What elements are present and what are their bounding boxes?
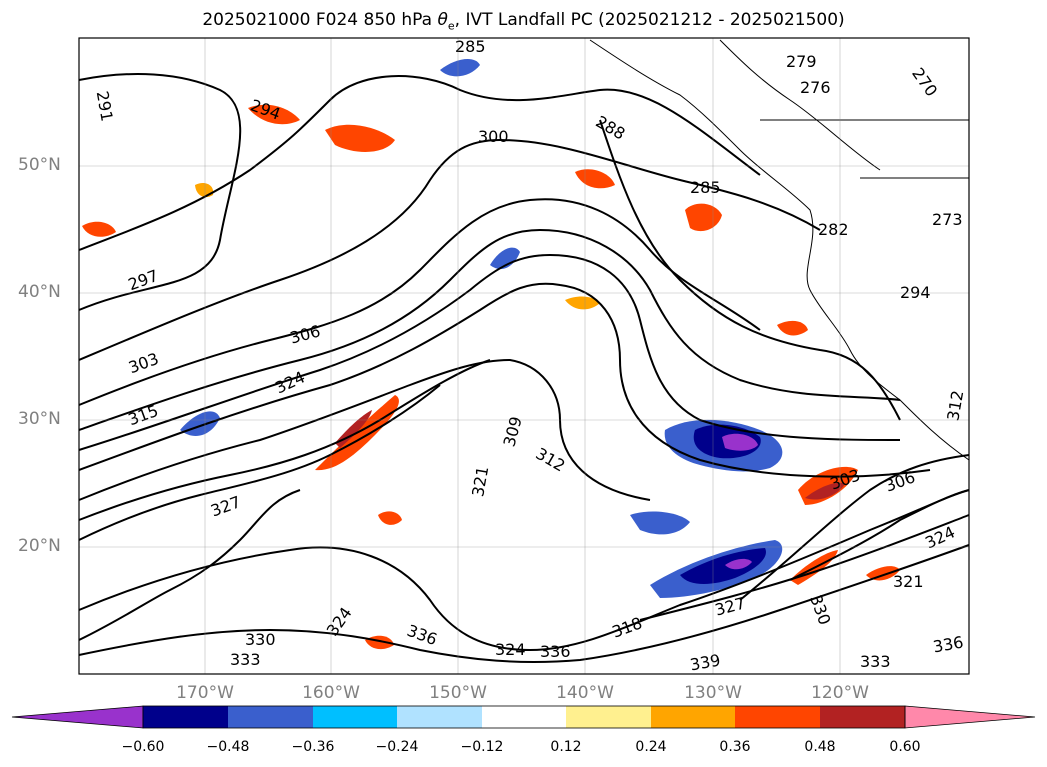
colorbar-tick-label: 0.60: [889, 739, 921, 755]
gridlines: [79, 38, 969, 674]
contour-label: 276: [800, 78, 831, 97]
colorbar-segment: [820, 706, 905, 728]
colorbar-low-extend: [11, 705, 144, 729]
colorbar-tick-label: −0.36: [291, 739, 335, 755]
lon-label: 130°W: [684, 683, 742, 703]
colorbar-tick-label: −0.60: [121, 739, 165, 755]
shade-blue-patch: [490, 247, 520, 270]
colorbar-segment: [228, 706, 313, 728]
contour-label: 324: [495, 640, 526, 659]
shade-purple-patch: [725, 558, 752, 570]
colorbar-segment: [397, 706, 482, 728]
colorbar-high-extend: [904, 705, 1036, 729]
shade-yellow-patch: [565, 296, 600, 310]
contour-label: 300: [478, 127, 509, 146]
colorbar-segment: [566, 706, 651, 728]
contour-label: 294: [900, 283, 931, 302]
colorbar-segment: [313, 706, 397, 728]
shade-orange-patch: [777, 320, 808, 336]
contour-label: 336: [540, 642, 571, 661]
shade-blue-patch: [630, 511, 690, 535]
lat-label: 40°N: [18, 282, 61, 302]
colorbar-segment: [482, 706, 566, 728]
lat-label: 50°N: [18, 155, 61, 175]
lat-label: 20°N: [18, 536, 61, 556]
contour-label: 285: [455, 37, 486, 56]
colorbar-tick-label: −0.24: [375, 739, 419, 755]
shade-orange-patch: [866, 566, 900, 581]
plot-title: 2025021000 F024 850 hPa θe, IVT Landfall…: [202, 10, 845, 33]
contour-label: 333: [230, 650, 261, 669]
contour-label: 273: [932, 210, 963, 229]
contour-label: 285: [690, 178, 721, 197]
colorbar-tick-label: 0.48: [804, 739, 836, 755]
contour-label: 330: [245, 630, 276, 649]
contour-label: 321: [893, 572, 924, 591]
colorbar-tick-label: 0.36: [719, 739, 751, 755]
colorbar-tick-label: −0.12: [460, 739, 504, 755]
lat-label: 30°N: [18, 409, 61, 429]
colorbar-tick-label: 0.24: [635, 739, 667, 755]
shade-blue-patch: [440, 58, 480, 77]
shade-orange-patch: [378, 511, 402, 525]
lon-label: 120°W: [811, 683, 869, 703]
shade-orange-patch: [325, 124, 395, 152]
shade-orange-patch: [248, 104, 300, 125]
colorbar-segment: [651, 706, 735, 728]
theta-e-contours: [78, 73, 970, 663]
colorbar-segment: [143, 706, 228, 728]
lon-label: 150°W: [429, 683, 487, 703]
map-frame: [78, 37, 970, 675]
colorbar-segment: [735, 706, 820, 728]
coastlines: [589, 39, 970, 461]
contour-label: 333: [860, 652, 891, 671]
shade-red-patch: [805, 482, 845, 500]
lon-label: 160°W: [302, 683, 360, 703]
shade-navy-patch: [680, 548, 766, 584]
contour-label: 282: [818, 220, 849, 239]
lon-label: 140°W: [556, 683, 614, 703]
colorbar-tick-label: 0.12: [550, 739, 582, 755]
colorbar: [11, 705, 1036, 729]
colorbar-tick-label: −0.48: [206, 739, 250, 755]
contour-label: 279: [786, 52, 817, 71]
lon-label: 170°W: [176, 683, 234, 703]
shade-purple-patch: [722, 433, 758, 451]
shade-orange-patch: [82, 221, 116, 237]
